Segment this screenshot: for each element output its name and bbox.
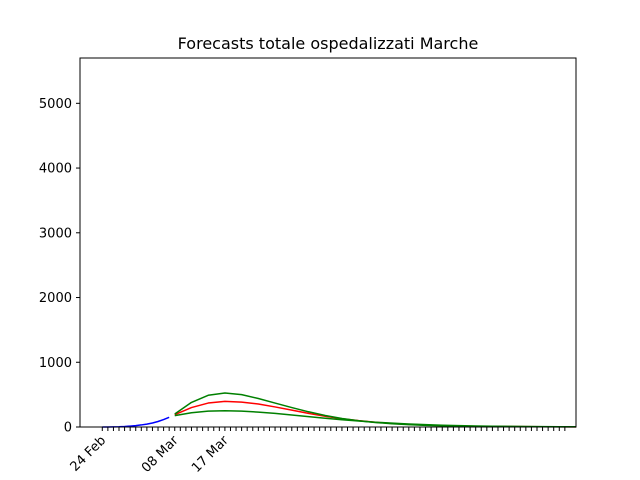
plot-frame (79, 57, 577, 428)
y-tick-label: 0 (64, 421, 72, 436)
y-axis: 0 1000 2000 3000 4000 5000 (39, 97, 80, 436)
series-line-3 (174, 409, 577, 428)
series-line-0 (102, 416, 170, 428)
y-tick-label: 4000 (39, 162, 72, 177)
x-tick-label: 17 Mar (189, 433, 232, 476)
y-tick-label: 2000 (39, 291, 72, 306)
series-layer (102, 392, 577, 428)
x-tick-label: 08 Mar (139, 433, 182, 476)
chart-title: Forecasts totale ospedalizzati Marche (178, 34, 479, 53)
x-tick-label: 24 Feb (68, 433, 110, 475)
y-tick-label: 5000 (39, 97, 72, 112)
y-tick-label: 1000 (39, 356, 72, 371)
x-axis: 24 Feb 08 Mar 17 Mar (68, 427, 566, 476)
y-tick-label: 3000 (39, 226, 72, 241)
